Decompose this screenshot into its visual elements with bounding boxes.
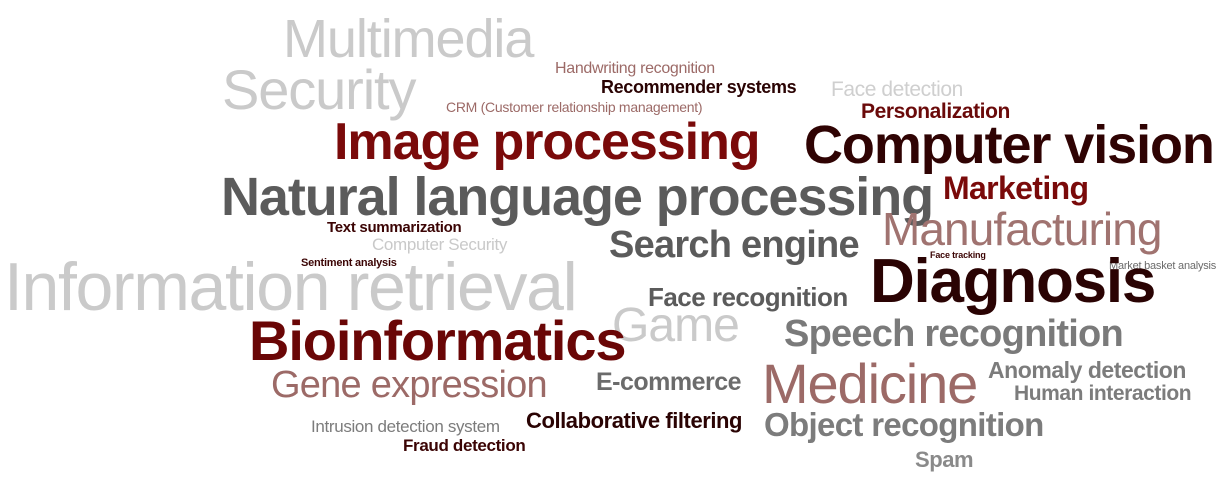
word-recommender-systems: Recommender systems [601,77,797,97]
word-computer-vision: Computer vision [804,115,1215,175]
word-anomaly-detection: Anomaly detection [988,357,1186,383]
word-information-retrieval: Information retrieval [4,249,578,325]
word-image-processing: Image processing [334,113,761,171]
word-speech-recognition: Speech recognition [784,313,1124,355]
word-diagnosis: Diagnosis [870,247,1156,316]
word-security: Security [222,58,416,121]
word-natural-language-processing: Natural language processing [221,167,934,227]
word-text-summarization: Text summarization [327,219,462,236]
word-fraud-detection: Fraud detection [403,436,526,455]
word-market-basket-analysis: Market basket analysis [1109,260,1217,272]
word-medicine: Medicine [762,352,978,415]
word-marketing: Marketing [943,170,1089,206]
word-manufacturing: Manufacturing [882,203,1162,255]
word-human-interaction: Human interaction [1014,382,1192,405]
word-spam: Spam [915,447,974,472]
word-face-tracking: Face tracking [930,250,986,260]
word-object-recognition: Object recognition [764,406,1044,443]
word-personalization: Personalization [861,100,1010,123]
word-game: Game [612,299,740,352]
word-face-recognition: Face recognition [648,282,848,312]
word-intrusion-detection-system: Intrusion detection system [311,417,500,436]
word-bioinformatics: Bioinformatics [249,309,626,372]
word-e-commerce: E-commerce [596,368,742,396]
word-search-engine: Search engine [609,224,860,266]
word-crm: CRM (Customer relationship management) [446,99,703,115]
word-sentiment-analysis: Sentiment analysis [301,257,397,269]
word-computer-security: Computer Security [372,235,507,254]
word-gene-expression: Gene expression [271,364,548,406]
word-face-detection: Face detection [831,78,963,101]
word-collaborative-filtering: Collaborative filtering [526,408,743,433]
word-handwriting-recognition: Handwriting recognition [555,60,715,77]
word-multimedia: Multimedia [283,9,534,69]
